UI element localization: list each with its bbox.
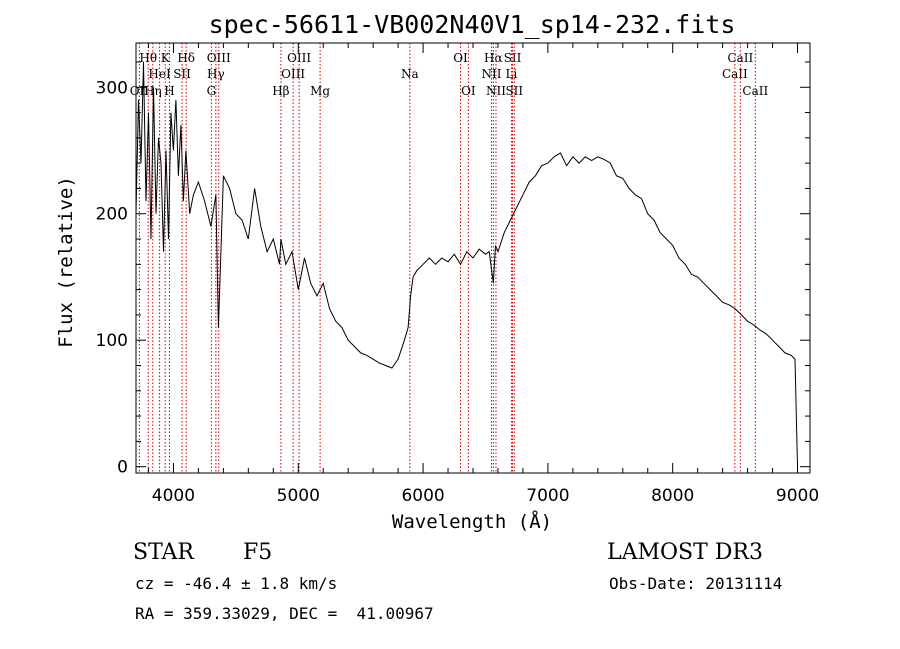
line-label-18: NII: [481, 67, 501, 81]
y-tick-label-3: 300: [96, 78, 128, 98]
line-label-1: Hθ: [139, 51, 157, 65]
x-axis-label: Wavelength (Å): [392, 510, 552, 533]
x-tick-label-3: 7000: [526, 486, 569, 506]
coordinates: RA = 359.33029, DEC = 41.00967: [135, 604, 434, 623]
line-label-23: SII: [505, 84, 523, 98]
line-label-22: SII: [504, 51, 522, 65]
object-subclass: F5: [243, 540, 273, 565]
y-axis-label: Flux (relative): [55, 176, 77, 348]
emission-lines: OIIHθHηHeIKHSIIHδGHγOIIIHβOIIIOIIIMgNaOI…: [130, 43, 768, 473]
x-tick-label-5: 9000: [776, 486, 819, 506]
obs-date: Obs-Date: 20131114: [609, 574, 783, 593]
line-label-13: OIII: [287, 51, 311, 65]
chart-title: spec-56611-VB002N40V1_sp14-232.fits: [209, 10, 736, 39]
line-label-9: Hγ: [207, 67, 225, 81]
line-label-19: Hα: [484, 51, 503, 65]
line-label-5: H: [164, 84, 174, 98]
line-label-25: CaII: [727, 51, 753, 65]
survey-name: LAMOST DR3: [607, 540, 763, 565]
line-label-16: OI: [453, 51, 468, 65]
line-label-6: SII: [173, 67, 191, 81]
object-class: STAR: [133, 540, 194, 565]
line-label-11: Hβ: [272, 84, 289, 98]
line-label-8: G: [207, 84, 217, 98]
x-tick-label-1: 5000: [277, 486, 320, 506]
line-label-2: Hη: [144, 84, 162, 98]
redshift-cz: cz = -46.4 ± 1.8 km/s: [135, 574, 338, 593]
line-label-15: Na: [401, 67, 419, 81]
x-tick-label-2: 6000: [401, 486, 444, 506]
line-label-24: CaII: [722, 67, 748, 81]
line-label-12: OIII: [281, 67, 305, 81]
line-label-20: NII: [486, 84, 506, 98]
line-label-4: K: [161, 51, 171, 65]
line-label-21: Li: [506, 67, 518, 81]
line-label-7: Hδ: [177, 51, 195, 65]
line-label-10: OIII: [207, 51, 231, 65]
y-tick-label-1: 100: [96, 331, 128, 351]
y-tick-label-2: 200: [96, 205, 128, 225]
y-tick-label-0: 0: [117, 458, 128, 478]
line-label-14: Mg: [310, 84, 330, 98]
line-label-17: OI: [461, 84, 476, 98]
x-tick-label-0: 4000: [152, 486, 195, 506]
x-tick-label-4: 8000: [651, 486, 694, 506]
flux-series-line: [135, 61, 798, 467]
axis-ticks: 4000 5000 6000 7000 8000 9000 0 100 200 300: [96, 43, 819, 506]
line-label-26: CaII: [742, 84, 768, 98]
line-label-3: HeI: [148, 67, 171, 81]
